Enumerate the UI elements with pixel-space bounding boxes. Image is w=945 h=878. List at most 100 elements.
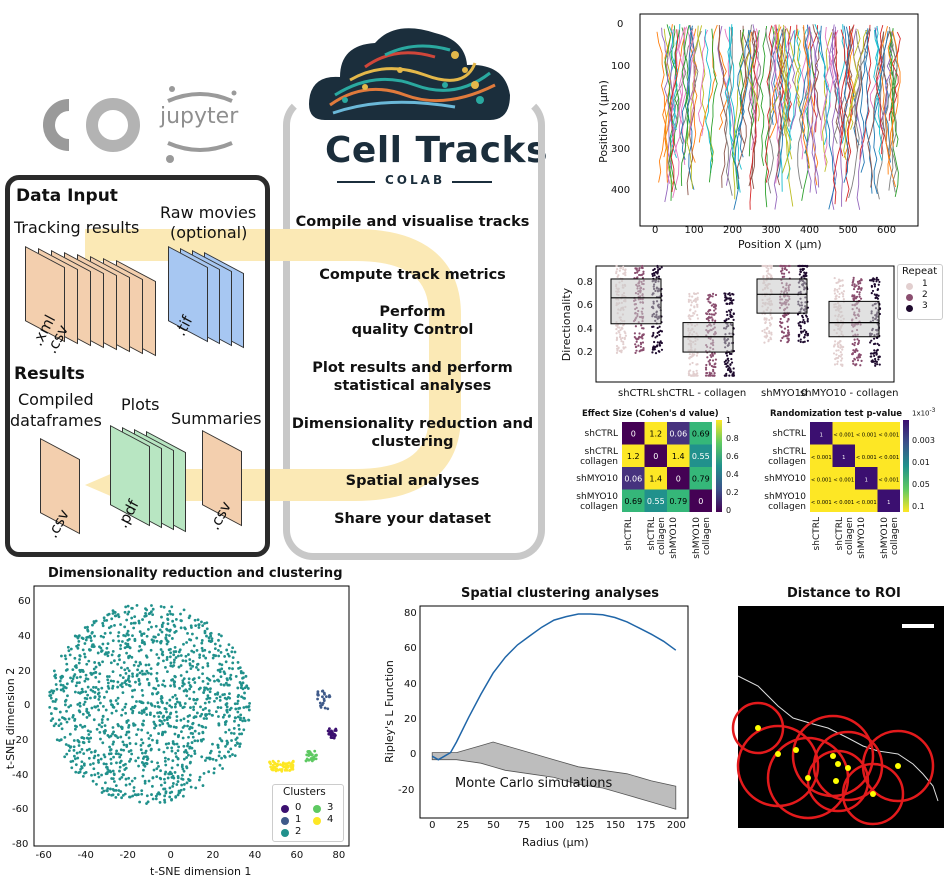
effect-size-title: Effect Size (Cohen's d value) [582, 409, 719, 419]
tsne-point [165, 658, 169, 661]
directionality-point [651, 335, 654, 338]
tsne-point [106, 642, 110, 646]
directionality-y-tick: 0.6 [577, 300, 593, 312]
tsne-point [131, 674, 135, 678]
tsne-point [54, 698, 58, 701]
tsne-point [159, 777, 163, 781]
tsne-point [131, 695, 134, 699]
directionality-point [763, 331, 766, 334]
directionality-point [621, 336, 624, 340]
distance-roi-image [731, 606, 944, 828]
tsne-point [216, 706, 220, 709]
directionality-point [619, 336, 622, 339]
directionality-point [724, 319, 727, 323]
directionality-point [714, 319, 717, 322]
tsne-point [237, 707, 240, 710]
tsne-point [159, 783, 163, 787]
directionality-point [878, 355, 881, 358]
directionality-point [860, 288, 863, 291]
tsne-point [180, 773, 184, 777]
tsne-point [131, 689, 134, 693]
directionality-point [839, 351, 842, 354]
tsne-point [158, 792, 162, 796]
directionality-point [707, 374, 710, 377]
tsne-point [231, 667, 234, 671]
tsne-point [118, 769, 121, 773]
tsne-point [163, 684, 167, 688]
tsne-point [134, 759, 138, 763]
tsne-point [166, 670, 169, 674]
tsne-point [156, 792, 159, 796]
tsne-point [236, 742, 240, 745]
track-line [888, 31, 898, 191]
tsne-point [241, 687, 245, 691]
directionality-point [709, 309, 712, 312]
track-line [749, 30, 758, 210]
tsne-point [194, 786, 198, 790]
tsne-point [167, 772, 171, 776]
tsne-point [146, 701, 150, 705]
directionality-point [852, 362, 855, 365]
tsne-point [158, 801, 162, 804]
tsne-point [147, 663, 151, 667]
tsne-point [168, 795, 172, 799]
directionality-point [761, 264, 764, 268]
tsne-point [182, 677, 186, 680]
directionality-point [704, 374, 708, 377]
tsne-point [162, 714, 166, 718]
track-line [874, 27, 891, 163]
tsne-point [155, 775, 159, 779]
tsne-point [171, 774, 175, 778]
tsne-point [147, 779, 151, 783]
tsne-point [83, 655, 87, 659]
directionality-point [707, 360, 710, 363]
directionality-point [695, 354, 699, 357]
track-line [843, 26, 854, 126]
tsne-point [168, 628, 172, 632]
tsne-point [123, 646, 127, 650]
tsne-point [182, 689, 186, 693]
tsne-point [166, 617, 169, 621]
tsne-point [126, 719, 130, 722]
tsne-point [327, 732, 331, 736]
tsne-point [166, 613, 170, 616]
directionality-point [870, 285, 874, 288]
tsne-point [143, 642, 147, 646]
directionality-point [713, 374, 716, 377]
directionality-point [838, 295, 841, 299]
tsne-point [78, 654, 82, 657]
tsne-point [95, 727, 99, 731]
directionality-point [797, 339, 800, 342]
tsne-point [86, 693, 90, 697]
tsne-point [67, 717, 71, 721]
tsne-point [152, 639, 156, 643]
directionality-point [622, 343, 625, 346]
tsne-point [75, 751, 79, 755]
tsne-point [141, 751, 144, 755]
tsne-point [127, 725, 130, 729]
tsne-point [85, 697, 89, 701]
tsne-point [64, 703, 67, 707]
directionality-point [622, 346, 625, 349]
directionality-legend-label: 1 [922, 279, 928, 289]
tsne-point [87, 756, 91, 760]
tif-file-stack: .tif [168, 246, 258, 356]
directionality-point [852, 349, 855, 352]
tsne-point [190, 649, 194, 653]
tsne-point [82, 703, 86, 706]
tsne-point [124, 777, 128, 781]
track-line [718, 24, 728, 188]
effect-size-cell-value: 1.2 [649, 429, 662, 438]
tsne-point [118, 673, 122, 677]
directionality-point [724, 362, 727, 366]
ripley-x-label: Radius (μm) [522, 836, 589, 849]
effect-size-cell [622, 489, 645, 512]
tsne-point [94, 686, 98, 689]
tsne-point [218, 695, 222, 699]
tsne-point [168, 704, 172, 708]
tsne-point [173, 693, 177, 697]
tsne-point [181, 679, 185, 683]
directionality-point [781, 267, 784, 270]
directionality-point [841, 364, 844, 368]
directionality-point [711, 352, 714, 355]
